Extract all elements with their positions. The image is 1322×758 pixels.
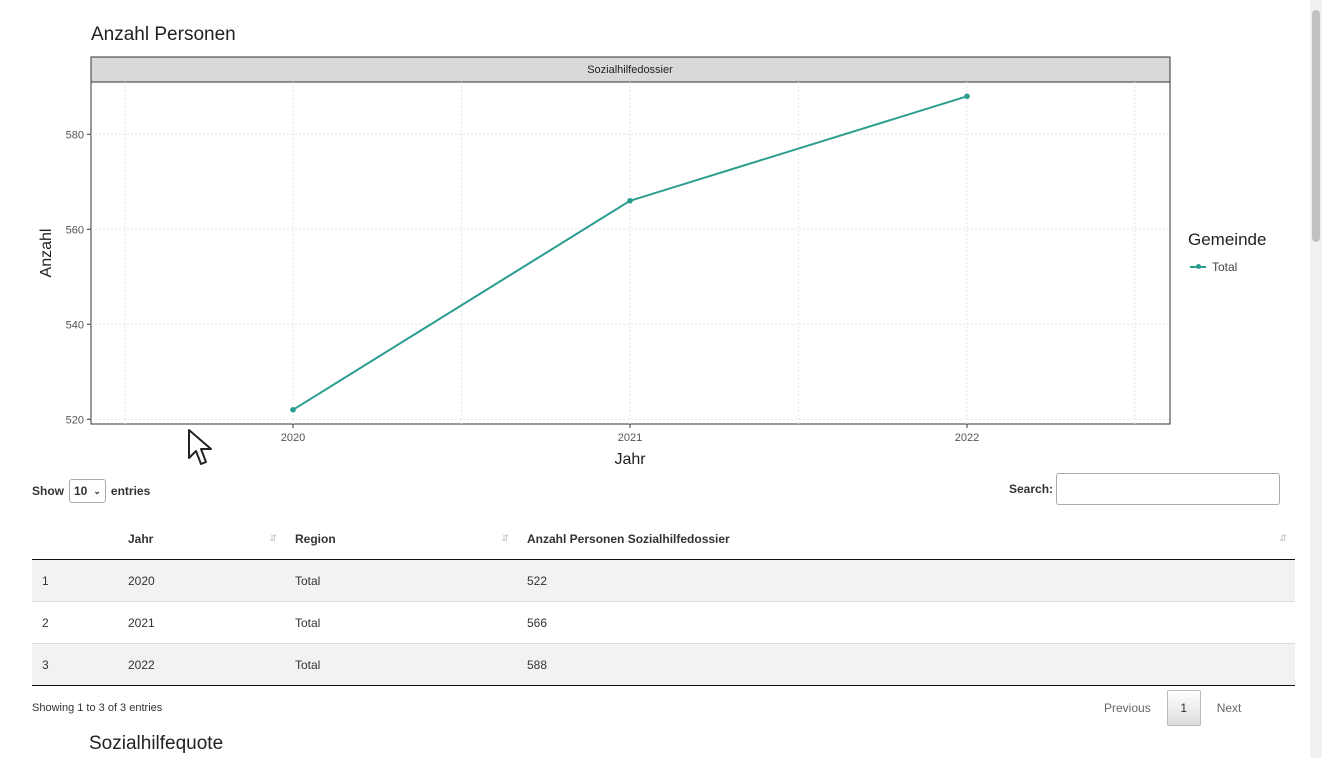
cell-index: 2: [32, 601, 118, 644]
cell-index: 1: [32, 559, 118, 602]
sort-icon: ⇵: [269, 533, 277, 543]
legend-key-icon: [1190, 261, 1206, 273]
data-table: Jahr ⇵ Region ⇵ Anzahl Personen Sozialhilf…: [32, 519, 1295, 686]
cell-anzahl: 566: [517, 601, 1295, 644]
axes: 520 540 560 580 2020 2021 2022: [66, 129, 980, 444]
y-tick-label: 540: [66, 319, 84, 331]
next-button[interactable]: Next: [1216, 701, 1242, 715]
column-header-anzahl[interactable]: Anzahl Personen Sozialhilfedossier ⇵: [517, 519, 1295, 560]
show-label: Show: [32, 484, 64, 498]
chevron-down-icon: ⌄: [93, 485, 101, 496]
cell-region: Total: [285, 559, 517, 602]
table-header-row: Jahr ⇵ Region ⇵ Anzahl Personen Sozialhilf…: [32, 519, 1295, 560]
pagination: Previous 1 Next: [1092, 690, 1253, 726]
column-header-index: [32, 519, 118, 560]
facet-strip: [90, 56, 1171, 83]
page-length-control: Show 10 ⌄ entries: [32, 479, 150, 503]
cell-jahr: 2020: [118, 559, 285, 602]
page-length-select[interactable]: 10 ⌄: [69, 479, 106, 503]
mouse-cursor-icon: [188, 429, 212, 465]
entries-label: entries: [110, 484, 151, 498]
search-label: Search:: [1009, 482, 1054, 496]
y-tick-label: 520: [66, 414, 84, 426]
scrollbar[interactable]: [1310, 0, 1322, 758]
plot-panel: [90, 81, 1171, 425]
y-tick-label: 560: [66, 224, 84, 236]
sort-icon: ⇵: [501, 533, 509, 543]
facet-label: Sozialhilfedossier: [587, 64, 673, 76]
chart-title: Anzahl Personen: [91, 24, 236, 45]
cell-anzahl: 588: [517, 643, 1295, 686]
cell-region: Total: [285, 643, 517, 686]
line-chart: Sozialhilfedossier 520 540 560 580 2020 2021 2…: [38, 56, 1171, 468]
x-tick-label: 2020: [281, 432, 305, 444]
table-row: 1 2020 Total 522: [32, 559, 1295, 602]
series-total: [290, 93, 970, 413]
y-axis-label: Anzahl: [38, 229, 55, 278]
cell-jahr: 2021: [118, 601, 285, 644]
data-point: [964, 93, 970, 100]
legend-item-total: Total: [1190, 260, 1237, 274]
search-input[interactable]: [1056, 473, 1281, 505]
previous-button[interactable]: Previous: [1104, 701, 1151, 715]
legend-item-label: Total: [1212, 260, 1238, 274]
cell-index: 3: [32, 643, 118, 686]
x-axis-label: Jahr: [614, 451, 646, 468]
table-row: 2 2021 Total 566: [32, 601, 1295, 644]
y-tick-label: 580: [66, 129, 84, 141]
column-header-jahr[interactable]: Jahr ⇵: [118, 519, 285, 560]
scrollbar-thumb[interactable]: [1312, 10, 1320, 242]
table-row: 3 2022 Total 588: [32, 643, 1295, 686]
table-info: Showing 1 to 3 of 3 entries: [32, 702, 163, 714]
section-title: Sozialhilfequote: [89, 733, 224, 754]
cell-region: Total: [285, 601, 517, 644]
page-button-1[interactable]: 1: [1166, 690, 1201, 726]
data-point: [290, 406, 296, 413]
cell-anzahl: 522: [517, 559, 1295, 602]
grid-lines: [91, 82, 1170, 424]
legend-title: Gemeinde: [1188, 230, 1267, 249]
search-control: Search:: [1009, 473, 1281, 505]
x-tick-label: 2022: [955, 432, 979, 444]
sort-icon: ⇵: [1279, 533, 1287, 543]
data-point: [627, 197, 633, 204]
column-header-region[interactable]: Region ⇵: [285, 519, 517, 560]
cell-jahr: 2022: [118, 643, 285, 686]
x-tick-label: 2021: [618, 432, 642, 444]
page-length-value: 10: [74, 484, 88, 498]
